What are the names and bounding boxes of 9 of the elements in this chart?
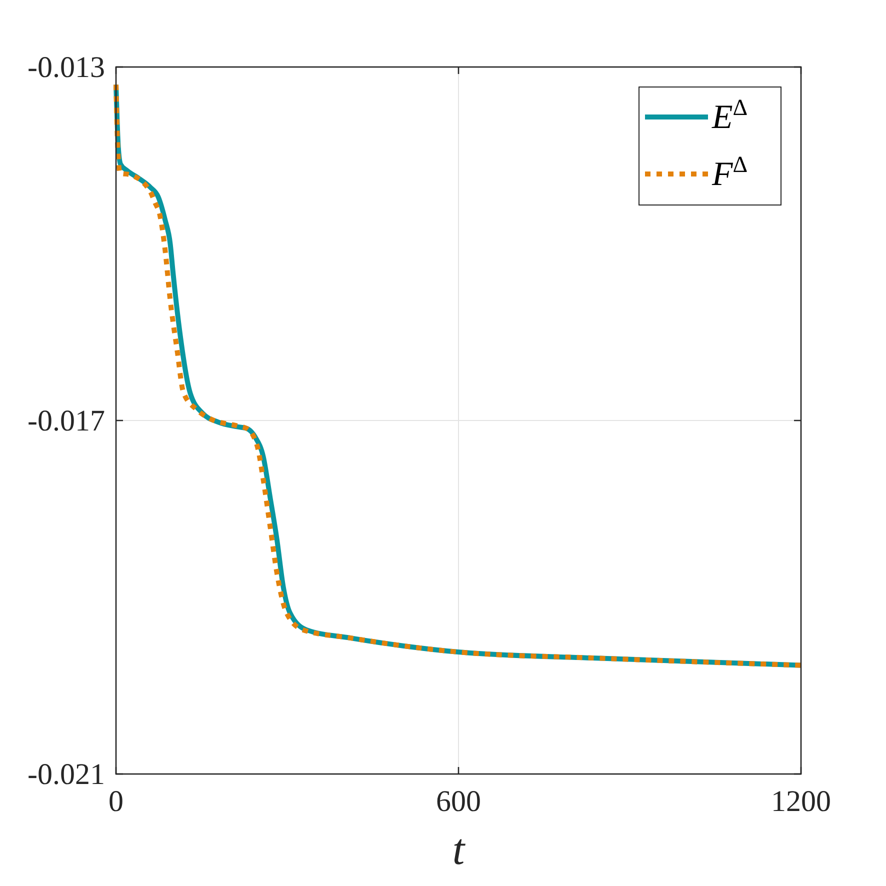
x-tick-label: 600 bbox=[436, 785, 481, 818]
legend-label: E$^{Δ}$ bbox=[711, 95, 748, 136]
x-axis-title: t bbox=[452, 825, 466, 874]
legend-label: F$^{Δ}$ bbox=[711, 152, 748, 193]
y-tick-label: -0.021 bbox=[28, 758, 105, 791]
y-tick-label: -0.013 bbox=[28, 51, 105, 84]
x-tick-label: 0 bbox=[108, 785, 124, 818]
y-tick-label: -0.017 bbox=[28, 404, 105, 438]
x-tick-label: 1200 bbox=[771, 785, 831, 818]
